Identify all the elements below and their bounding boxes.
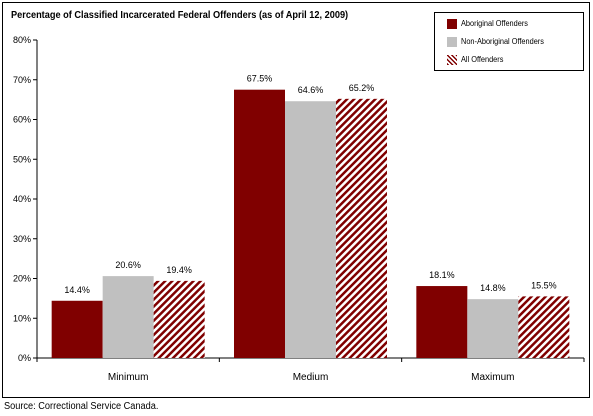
y-tick-label: 40% [13,194,31,204]
data-label: 14.8% [480,283,506,293]
legend: Aboriginal Offenders Non-Aboriginal Offe… [434,12,584,71]
bar-medium-series-2 [336,98,387,358]
data-label: 64.6% [298,85,324,95]
chart-title: Percentage of Classified Incarcerated Fe… [11,10,349,21]
data-label: 65.2% [349,83,375,93]
legend-swatch-all [447,55,457,65]
bar-minimum-series-1 [102,276,154,358]
source-note: Source: Correctional Service Canada. [4,401,159,412]
data-label: 18.1% [429,270,455,280]
data-label: 14.4% [64,285,90,295]
bar-minimum-series-0 [51,300,103,358]
legend-swatch-non-aboriginal [447,37,457,47]
bar-chart: 0% 10% 20% 30% 40% 50% 60% 70% 80% 14.4% 20.6% 19.… [13,35,585,383]
y-tick-label: 30% [13,234,31,244]
x-category-label: Maximum [471,372,514,383]
bar-maximum-series-2 [518,296,570,358]
bar-medium-series-0 [234,89,285,358]
bar-medium-series-1 [285,101,336,358]
y-tick-label: 70% [13,75,31,85]
y-tick-label: 50% [13,154,31,164]
x-category-label: Minimum [108,372,149,383]
data-label: 67.5% [247,74,273,84]
data-label: 20.6% [115,260,141,270]
chart-frame: 0% 10% 20% 30% 40% 50% 60% 70% 80% 14.4% 20.6% 19.… [2,2,590,398]
legend-label-aboriginal: Aboriginal Offenders [461,19,528,28]
y-tick-label: 80% [13,35,31,45]
y-tick-label: 20% [13,274,31,284]
legend-label-all: All Offenders [461,55,504,64]
bar-maximum-series-1 [467,299,519,358]
y-tick-label: 10% [13,313,31,323]
x-category-label: Medium [293,372,329,383]
bar-minimum-series-2 [153,280,205,358]
data-label: 19.4% [166,265,192,275]
y-tick-label: 0% [18,353,31,363]
data-label: 15.5% [531,280,557,290]
bar-maximum-series-0 [416,286,468,358]
y-tick-label: 60% [13,115,31,125]
legend-swatch-aboriginal [447,19,457,29]
legend-label-non-aboriginal: Non-Aboriginal Offenders [461,37,544,46]
